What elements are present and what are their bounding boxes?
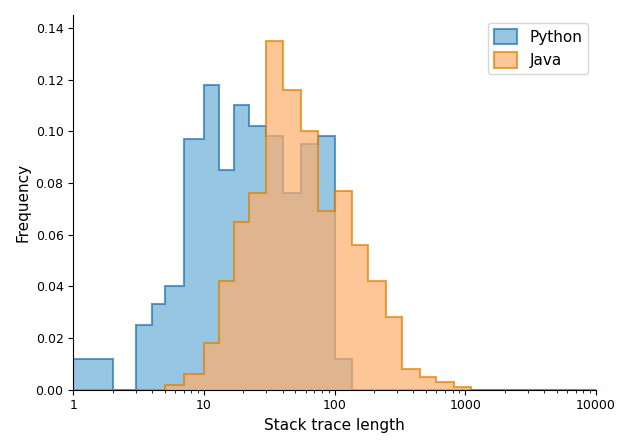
Y-axis label: Frequency: Frequency bbox=[15, 163, 30, 242]
X-axis label: Stack trace length: Stack trace length bbox=[264, 418, 405, 433]
Legend: Python, Java: Python, Java bbox=[488, 23, 589, 74]
